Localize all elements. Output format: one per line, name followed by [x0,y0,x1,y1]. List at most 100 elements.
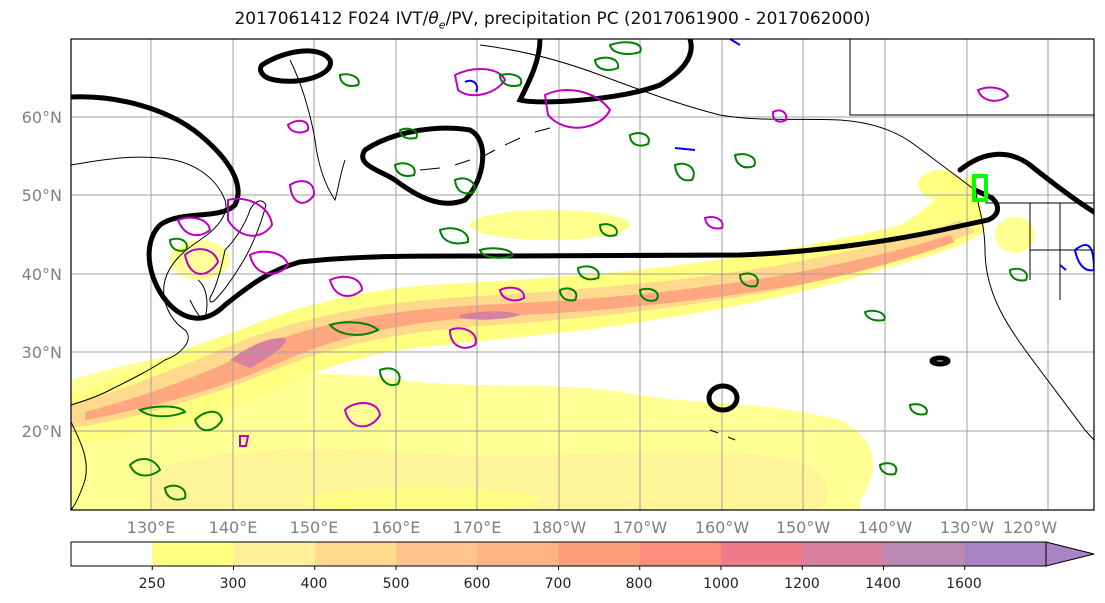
lon-label: 130°W [940,518,995,537]
lat-label: 20°N [22,422,62,441]
blue-contour [464,79,478,93]
lat-label: 30°N [22,343,62,362]
precip-contour [733,153,756,169]
pv-contour [248,250,290,275]
colorbar-segment [802,542,884,566]
colorbar-segment [396,542,478,566]
lime-contour [972,174,988,202]
colorbar-segment [639,542,722,566]
aleutians [419,127,551,171]
ivt-patch [300,488,540,510]
us-states [1029,203,1094,300]
precip-contour [738,272,759,288]
colorbar-segment [152,542,234,566]
precip-contour [863,309,886,322]
coastlines [71,39,1094,510]
lime-box [972,174,988,202]
lon-label: 120°W [1003,518,1058,537]
precip-contour [398,127,418,140]
colorbar-tick-labels: 250 300 400 500 600 700 800 1000 1200 14… [139,576,982,592]
colorbar-segment [314,542,397,566]
theta-e-dot [929,355,951,367]
lon-label: 160°E [372,518,421,537]
ivt-patch [918,170,962,200]
lon-label: 180°W [532,518,587,537]
latitude-labels: 60°N 50°N 40°N 30°N 20°N [22,108,62,441]
theta-e-loop1 [258,48,333,84]
pv-contour [227,197,274,237]
philippines [71,420,87,510]
blue-contour [1059,264,1067,271]
map-panel [71,39,1094,510]
blue-contour [1073,243,1094,272]
lon-label: 140°W [858,518,913,537]
precip-contour [438,227,470,245]
theta-e-top [516,39,694,105]
precip-contour [453,177,476,195]
precip-contour [338,73,360,87]
theta-e-ring [706,383,740,413]
colorbar-tick-label: 1600 [946,576,982,592]
theta-e-contours [71,39,1094,413]
colorbar-segment [721,542,803,566]
ivt-shading [71,170,1035,510]
graticule [71,39,1094,510]
colorbar-segment [477,542,559,566]
pv-contour [771,109,788,123]
colorbar-tick-label: 800 [626,576,653,592]
lon-label: 150°W [776,518,831,537]
pv-contour [453,68,507,97]
colorbar-ticks [151,566,966,570]
ivt-plume-400 [71,220,975,428]
theta-e-north-right [957,151,1094,215]
precip-contour [638,287,659,302]
map-title: 2017061412 F024 IVT/θe/PV, precipitation… [0,9,1105,31]
precip-contour [673,162,695,182]
precip-contour [328,321,380,336]
colorbar-tick-label: 400 [301,576,328,592]
colorbar-extend-arrow [1045,541,1095,567]
blue-contours [464,39,1094,272]
pv-contour [288,180,316,204]
colorbar: 250 300 400 500 600 700 800 1000 1200 14… [70,541,1095,592]
coast-asia [71,156,227,406]
colorbar-segment [883,542,966,566]
precip-contour [558,287,578,302]
coast-canada-inlet [849,39,1094,116]
lon-label: 130°E [127,518,176,537]
island-hawaii [709,429,736,441]
precip-contour [908,403,928,416]
title-suffix: /PV, precipitation PC (2017061900 - 2017… [445,9,871,29]
colorbar-tick-label: 600 [464,576,491,592]
colorbar-tick-label: 1400 [865,576,901,592]
colorbar-segment [71,542,153,566]
precip-contour [193,410,224,432]
pv-contour [976,86,1010,102]
blue-contour [674,147,696,151]
pv-contour [343,402,382,428]
title-theta-sub: e [438,18,446,32]
colorbar-tick-label: 700 [545,576,572,592]
pv-contour [703,216,724,230]
precip-contour [598,223,618,237]
pv-contour [286,119,310,134]
colorbar-tick-label: 250 [139,576,166,592]
ivt-patch [470,210,630,240]
lon-label: 150°E [290,518,339,537]
precip-contour [576,265,600,281]
map-frame [70,38,1095,511]
precip-contour [878,462,898,476]
lat-label: 40°N [22,265,62,284]
colorbar-segment [233,542,316,566]
blue-contour [729,39,741,46]
coast-alaska [479,44,976,191]
lat-label: 50°N [22,186,62,205]
lon-label: 170°W [613,518,668,537]
ivt-patch [995,217,1035,253]
pv-contour [239,435,250,447]
lon-label: 140°E [209,518,258,537]
colorbar-tick-label: 1200 [784,576,820,592]
title-theta: θ [428,9,439,29]
precip-contour [478,247,514,259]
